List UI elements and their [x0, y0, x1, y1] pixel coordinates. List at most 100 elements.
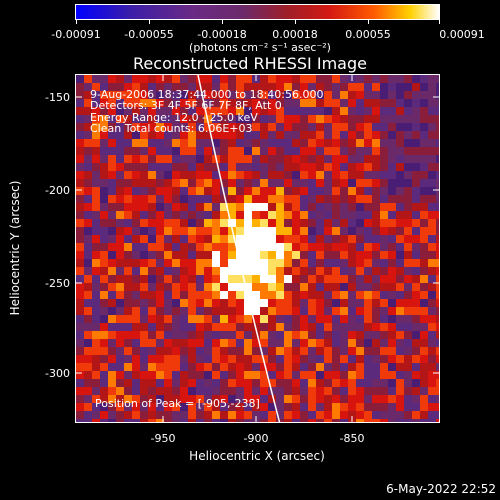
heatmap-cell — [396, 299, 404, 307]
heatmap-cell — [356, 115, 364, 123]
heatmap-cell — [252, 171, 260, 179]
heatmap-cell — [220, 259, 228, 267]
heatmap-cell — [388, 115, 396, 123]
heatmap-cell — [172, 203, 180, 211]
heatmap-cell — [172, 251, 180, 259]
heatmap-cell — [140, 195, 148, 203]
heatmap-cell — [348, 171, 356, 179]
heatmap-cell — [404, 347, 412, 355]
heatmap-cell — [188, 291, 196, 299]
heatmap-cell — [212, 131, 220, 139]
heatmap-cell — [148, 323, 156, 331]
heatmap-cell — [196, 195, 204, 203]
heatmap-cell — [300, 291, 308, 299]
heatmap-cell — [324, 155, 332, 163]
heatmap-cell — [116, 379, 124, 387]
heatmap-cell — [356, 387, 364, 395]
heatmap-cell — [276, 147, 284, 155]
heatmap-cell — [260, 147, 268, 155]
heatmap-cell — [428, 179, 436, 187]
heatmap-cell — [300, 243, 308, 251]
heatmap-cell — [420, 363, 428, 371]
heatmap-cell — [252, 115, 260, 123]
heatmap-cell — [108, 283, 116, 291]
heatmap-cell — [116, 227, 124, 235]
heatmap-cell — [156, 283, 164, 291]
heatmap-cell — [84, 323, 92, 331]
heatmap-cell — [372, 227, 380, 235]
heatmap-cell — [260, 267, 268, 275]
heatmap-cell — [164, 371, 172, 379]
heatmap-cell — [396, 179, 404, 187]
heatmap-cell — [220, 283, 228, 291]
heatmap-cell — [244, 315, 252, 323]
heatmap-cell — [132, 331, 140, 339]
heatmap-cell — [332, 395, 340, 403]
heatmap-cell — [124, 195, 132, 203]
heatmap-cell — [436, 339, 439, 347]
heatmap-cell — [212, 371, 220, 379]
heatmap-cell — [244, 115, 252, 123]
heatmap-cell — [132, 99, 140, 107]
heatmap-cell — [396, 339, 404, 347]
heatmap-cell — [100, 219, 108, 227]
heatmap-cell — [148, 395, 156, 403]
heatmap-cell — [316, 123, 324, 131]
heatmap-cell — [268, 155, 276, 163]
heatmap-cell — [220, 123, 228, 131]
heatmap-cell — [244, 123, 252, 131]
heatmap-cell — [236, 419, 244, 422]
heatmap-cell — [412, 307, 420, 315]
heatmap-cell — [180, 323, 188, 331]
heatmap-cell — [332, 203, 340, 211]
heatmap-cell — [172, 355, 180, 363]
heatmap-cell — [108, 115, 116, 123]
heatmap-cell — [196, 251, 204, 259]
heatmap-cell — [84, 147, 92, 155]
heatmap-cell — [404, 315, 412, 323]
heatmap-cell — [388, 203, 396, 211]
heatmap-cell — [124, 203, 132, 211]
heatmap-cell — [156, 243, 164, 251]
heatmap-cell — [212, 419, 220, 422]
heatmap-cell — [180, 403, 188, 411]
heatmap-cell — [364, 403, 372, 411]
heatmap-cell — [188, 219, 196, 227]
heatmap-cell — [404, 331, 412, 339]
heatmap-cell — [108, 211, 116, 219]
heatmap-cell — [180, 379, 188, 387]
heatmap-cell — [300, 91, 308, 99]
heatmap-cell — [148, 219, 156, 227]
heatmap-cell — [436, 291, 439, 299]
heatmap-cell — [428, 411, 436, 419]
heatmap-cell — [388, 211, 396, 219]
heatmap-cell — [300, 115, 308, 123]
heatmap-cell — [212, 243, 220, 251]
heatmap-cell — [284, 339, 292, 347]
heatmap-cell — [420, 267, 428, 275]
heatmap-cell — [260, 315, 268, 323]
heatmap-cell — [84, 91, 92, 99]
heatmap-cell — [308, 331, 316, 339]
heatmap-cell — [132, 123, 140, 131]
heatmap-cell — [268, 219, 276, 227]
heatmap-cell — [156, 315, 164, 323]
heatmap-cell — [204, 147, 212, 155]
heatmap-cell — [220, 251, 228, 259]
heatmap-cell — [324, 291, 332, 299]
heatmap-cell — [388, 395, 396, 403]
heatmap-cell — [340, 211, 348, 219]
heatmap-cell — [108, 363, 116, 371]
heatmap-cell — [92, 243, 100, 251]
heatmap-cell — [180, 91, 188, 99]
heatmap-cell — [188, 267, 196, 275]
heatmap-cell — [172, 171, 180, 179]
heatmap-cell — [116, 323, 124, 331]
heatmap-cell — [412, 315, 420, 323]
heatmap-cell — [340, 323, 348, 331]
heatmap-cell — [108, 99, 116, 107]
heatmap-cell — [124, 131, 132, 139]
heatmap-cell — [228, 283, 236, 291]
heatmap-cell — [236, 203, 244, 211]
heatmap-cell — [84, 363, 92, 371]
